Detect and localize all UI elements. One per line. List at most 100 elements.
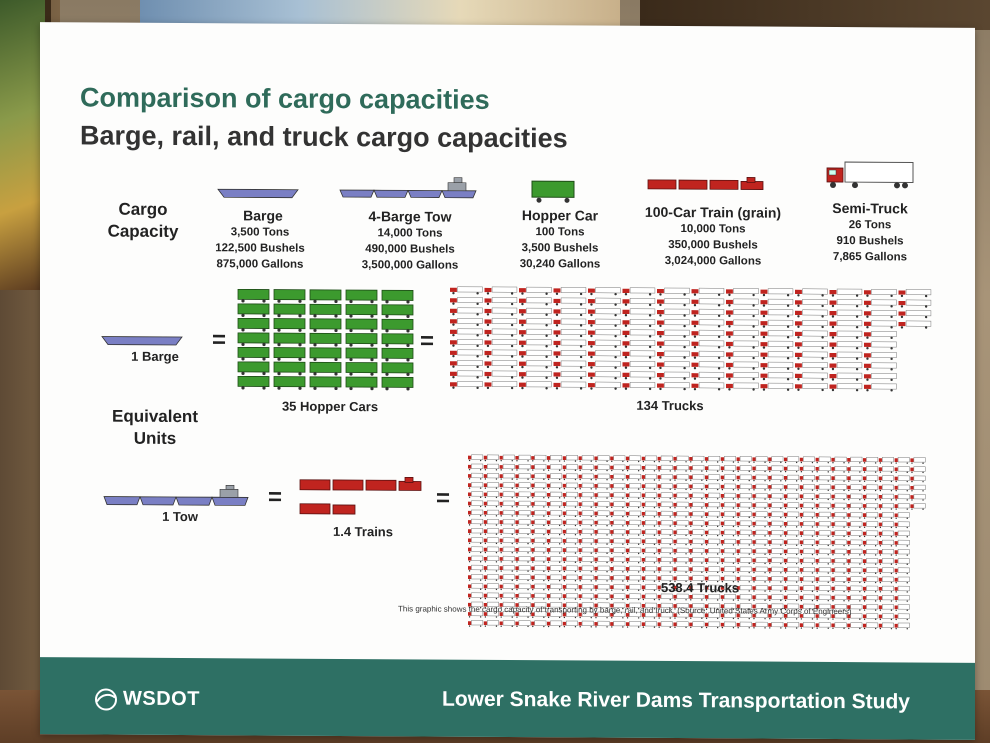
truck-mark [484, 297, 518, 306]
truck-mark [815, 539, 831, 547]
hopper-car-mark [273, 289, 306, 303]
truck-mark [610, 574, 626, 582]
truck-mark [720, 502, 736, 509]
truck-mark [562, 583, 578, 591]
truck-mark [626, 538, 642, 546]
truck-mark [594, 620, 610, 628]
truck-mark [689, 501, 705, 509]
truck-mark [515, 500, 531, 508]
truck-mark [760, 351, 794, 360]
truck-mark [705, 511, 721, 518]
truck-mark [499, 537, 515, 545]
truck-mark [515, 519, 531, 526]
truck-mark [657, 464, 673, 472]
truck-mark [531, 620, 547, 628]
truck-mark [795, 330, 828, 339]
truck-mark [547, 455, 563, 462]
equals-sign-3: = [268, 483, 283, 511]
truck-mark [752, 548, 768, 555]
vehicle-stats-hopper: 100 Tons 3,500 Bushels 30,240 Gallons [519, 226, 601, 271]
truck-mark [483, 500, 499, 508]
truck-mark [760, 340, 794, 349]
truck-mark [910, 475, 926, 483]
truck-mark [626, 547, 642, 555]
truck-mark [768, 474, 784, 482]
truck-mark [799, 594, 815, 602]
hopper-car-mark [381, 333, 414, 347]
truck-mark [483, 611, 499, 618]
truck-mark [578, 556, 594, 564]
truck-mark [829, 372, 863, 381]
truck-mark [657, 602, 673, 610]
truck-mark [626, 492, 642, 500]
truck-mark [626, 565, 642, 573]
truck-mark [622, 318, 656, 328]
truck-mark [864, 288, 897, 298]
hopper-car-mark [381, 376, 414, 391]
truck-mark [768, 575, 784, 583]
truck-mark [657, 287, 690, 296]
hopper-car-icon [531, 180, 575, 203]
truck-mark [799, 603, 815, 611]
truck-mark [815, 585, 831, 593]
truck-mark [726, 288, 759, 297]
hopper-car-mark [345, 333, 378, 347]
truck-mark [610, 602, 626, 610]
truck-mark [578, 482, 594, 490]
truck-mark [752, 585, 768, 592]
truck-mark [610, 547, 626, 555]
truck-mark [657, 566, 673, 573]
truck-mark [499, 583, 515, 591]
truck-mark [863, 613, 879, 621]
truck-mark [531, 574, 547, 582]
truck-mark [795, 288, 828, 297]
truck-mark [657, 483, 673, 490]
truck-mark [588, 329, 621, 338]
truck-mark [768, 502, 784, 510]
vehicle-stats-barge: 3,500 Tons 122,500 Bushels 875,000 Gallons [215, 226, 305, 271]
truck-mark [720, 566, 736, 574]
truck-mark [515, 482, 531, 490]
truck-mark [829, 288, 863, 297]
truck-mark [588, 360, 621, 369]
truck-mark [450, 359, 483, 369]
truck-mark [829, 309, 863, 318]
truck-mark [863, 475, 879, 483]
truck-mark [450, 380, 483, 390]
truck-mark [626, 584, 642, 592]
hopper-car-mark [381, 318, 414, 333]
one-barge-label: 1 Barge [131, 348, 179, 364]
truck-mark [588, 381, 621, 390]
truck-mark [610, 584, 626, 591]
truck-mark [450, 328, 483, 337]
truck-mark [483, 592, 499, 600]
truck-mark [864, 299, 897, 308]
truck-mark [726, 340, 759, 349]
truck-mark [878, 466, 894, 473]
truck-mark [894, 484, 910, 492]
barge-equivalent-icon [101, 336, 183, 346]
truck-mark [578, 501, 594, 508]
truck-mark [673, 621, 689, 629]
truck-mark [829, 383, 863, 392]
truck-mark [894, 466, 910, 474]
truck-mark [622, 350, 656, 359]
truck-mark [720, 575, 736, 583]
truck-mark [673, 612, 689, 619]
truck-mark [468, 583, 484, 591]
truck-mark [468, 574, 484, 581]
truck-mark [878, 558, 894, 565]
truck-mark [768, 511, 784, 519]
truck-mark [760, 361, 794, 370]
truck-mark [626, 501, 642, 509]
truck-mark [829, 299, 863, 308]
truck-mark [531, 519, 547, 527]
truck-mark [815, 493, 831, 501]
truck-mark [547, 473, 563, 481]
truck-mark [784, 474, 800, 482]
truck-mark [657, 621, 673, 628]
vehicle-stats-tow: 14,000 Tons 490,000 Bushels 3,500,000 Gall… [361, 227, 459, 272]
truck-mark [736, 520, 752, 528]
truck-mark [610, 464, 626, 472]
truck-mark [815, 475, 831, 482]
